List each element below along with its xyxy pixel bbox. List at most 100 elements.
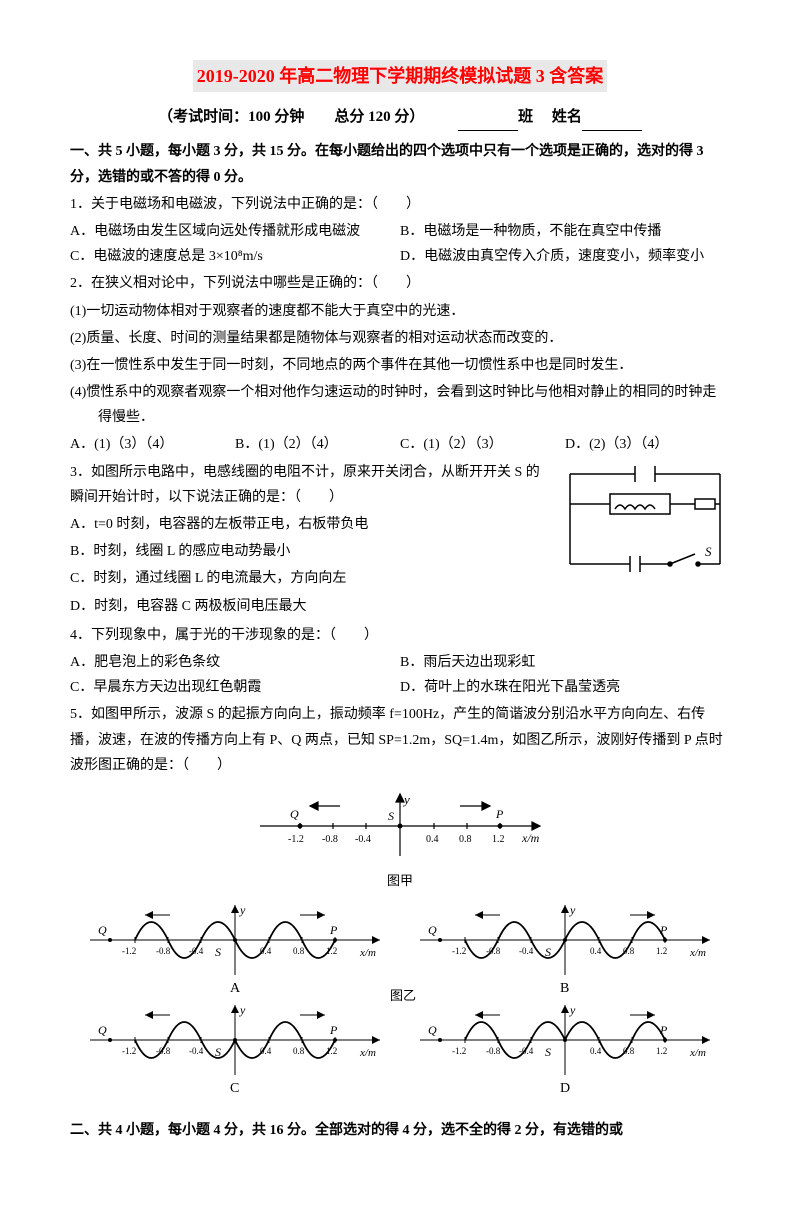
figure-jia-caption: 图甲 bbox=[70, 869, 730, 892]
exam-info: （考试时间：100 分钟 总分 120 分） 班 姓名 bbox=[70, 104, 730, 131]
svg-text:S: S bbox=[545, 1045, 551, 1059]
svg-text:P: P bbox=[329, 1023, 338, 1037]
svg-text:P: P bbox=[659, 923, 668, 937]
q5-stem: 5．如图甲所示，波源 S 的起振方向向上，振动频率 f=100Hz，产生的简谐波… bbox=[70, 702, 730, 778]
svg-text:0.8: 0.8 bbox=[623, 946, 635, 956]
svg-text:x/m: x/m bbox=[359, 947, 376, 959]
exam-time: （考试时间：100 分钟 总分 120 分） bbox=[158, 109, 424, 125]
svg-text:S: S bbox=[545, 945, 551, 959]
q4-opt-d: D．荷叶上的水珠在阳光下晶莹透亮 bbox=[400, 675, 730, 700]
svg-text:x/m: x/m bbox=[359, 1047, 376, 1059]
name-label: 姓名 bbox=[552, 109, 582, 125]
svg-text:S: S bbox=[215, 945, 221, 959]
q4-opt-b: B．雨后天边出现彩虹 bbox=[400, 650, 730, 675]
figure-jia-svg: y x/m Q S P -1.2 -0.8 -0.4 0.4 0.8 1.2 bbox=[240, 786, 560, 866]
svg-text:-0.4: -0.4 bbox=[189, 1046, 204, 1056]
svg-text:-1.2: -1.2 bbox=[452, 1046, 466, 1056]
q-label: Q bbox=[290, 807, 299, 821]
svg-text:Q: Q bbox=[428, 923, 437, 937]
svg-text:-0.8: -0.8 bbox=[486, 1046, 501, 1056]
q2-opt-a: A．(1)（3）（4） bbox=[70, 432, 235, 457]
svg-text:x/m: x/m bbox=[689, 1047, 706, 1059]
q2-opt-c: C．(1)（2）（3） bbox=[400, 432, 565, 457]
q1-opt-b: B．电磁场是一种物质，不能在真空中传播 bbox=[400, 219, 730, 244]
q1-stem: 1．关于电磁场和电磁波，下列说法中正确的是：（ ） bbox=[70, 192, 730, 217]
q2-options: A．(1)（3）（4） B．(1)（2）（4） C．(1)（2）（3） D．(2… bbox=[70, 432, 730, 457]
section2-header: 二、共 4 小题，每小题 4 分，共 16 分。全部选对的得 4 分，选不全的得… bbox=[70, 1118, 730, 1143]
q2-stem: 2．在狭义相对论中，下列说法中哪些是正确的：（ ） bbox=[70, 271, 730, 296]
svg-text:0.8: 0.8 bbox=[623, 1046, 635, 1056]
svg-text:Q: Q bbox=[428, 1023, 437, 1037]
circuit-diagram: S bbox=[560, 464, 730, 583]
tick-2: -0.8 bbox=[322, 834, 338, 845]
q1-opt-a: A．电磁场由发生区域向远处传播就形成电磁波 bbox=[70, 219, 400, 244]
q2-opt-b: B．(1)（2）（4） bbox=[235, 432, 400, 457]
svg-text:x/m: x/m bbox=[689, 947, 706, 959]
tick-6: 1.2 bbox=[492, 834, 505, 845]
svg-text:0.8: 0.8 bbox=[293, 1046, 305, 1056]
svg-text:y: y bbox=[239, 903, 246, 917]
q1-options2: C．电磁波的速度总是 3×10⁸m/s D．电磁波由真空传入介质，速度变小，频率… bbox=[70, 244, 730, 269]
svg-text:-0.4: -0.4 bbox=[519, 946, 534, 956]
svg-text:-1.2: -1.2 bbox=[452, 946, 466, 956]
svg-text:1.2: 1.2 bbox=[326, 946, 337, 956]
svg-text:0.4: 0.4 bbox=[590, 946, 602, 956]
svg-text:y: y bbox=[239, 1003, 246, 1017]
opt-c-label: C bbox=[230, 1081, 239, 1096]
switch-label: S bbox=[705, 544, 712, 559]
q1-options: A．电磁场由发生区域向远处传播就形成电磁波 B．电磁场是一种物质，不能在真空中传… bbox=[70, 219, 730, 244]
q2-s1: (1)一切运动物体相对于观察者的速度都不能大于真空中的光速． bbox=[70, 299, 730, 324]
q2-s3: (3)在一惯性系中发生于同一时刻，不同地点的两个事件在其他一切惯性系中也是同时发… bbox=[70, 353, 730, 378]
svg-text:-0.4: -0.4 bbox=[519, 1046, 534, 1056]
q4-options2: C．早晨东方天边出现红色朝霞 D．荷叶上的水珠在阳光下晶莹透亮 bbox=[70, 675, 730, 700]
class-label: 班 bbox=[518, 109, 533, 125]
q4-opt-c: C．早晨东方天边出现红色朝霞 bbox=[70, 675, 400, 700]
q4-opt-a: A．肥皂泡上的彩色条纹 bbox=[70, 650, 400, 675]
tick-5: 0.8 bbox=[459, 834, 472, 845]
svg-text:-0.4: -0.4 bbox=[189, 946, 204, 956]
q2-s2: (2)质量、长度、时间的测量结果都是随物体与观察者的相对运动状态而改变的． bbox=[70, 326, 730, 351]
class-blank bbox=[458, 115, 518, 131]
q2-opt-d: D．(2)（3）（4） bbox=[565, 432, 730, 457]
svg-text:P: P bbox=[329, 923, 338, 937]
svg-text:-0.8: -0.8 bbox=[486, 946, 501, 956]
q4-stem: 4．下列现象中，属于光的干涉现象的是：（ ） bbox=[70, 623, 730, 648]
svg-text:Q: Q bbox=[98, 923, 107, 937]
circuit-svg: S bbox=[560, 464, 730, 574]
svg-text:1.2: 1.2 bbox=[656, 1046, 667, 1056]
svg-text:0.4: 0.4 bbox=[590, 1046, 602, 1056]
svg-text:y: y bbox=[569, 1003, 576, 1017]
s-label: S bbox=[388, 809, 394, 823]
opt-a-label: A bbox=[230, 981, 241, 996]
svg-text:-0.8: -0.8 bbox=[156, 946, 171, 956]
p-label: P bbox=[495, 807, 504, 821]
svg-text:P: P bbox=[659, 1023, 668, 1037]
page-title: 2019-2020 年高二物理下学期期终模拟试题 3 含答案 bbox=[193, 60, 608, 92]
y-axis-label: y bbox=[402, 792, 410, 807]
svg-text:-0.8: -0.8 bbox=[156, 1046, 171, 1056]
svg-text:Q: Q bbox=[98, 1023, 107, 1037]
svg-text:-1.2: -1.2 bbox=[122, 946, 136, 956]
q3-opt-d: D．时刻，电容器 C 两极板间电压最大 bbox=[70, 594, 730, 619]
svg-text:y: y bbox=[569, 903, 576, 917]
name-blank bbox=[582, 115, 642, 131]
svg-text:-1.2: -1.2 bbox=[122, 1046, 136, 1056]
figure-jia: y x/m Q S P -1.2 -0.8 -0.4 0.4 0.8 1.2 图… bbox=[70, 786, 730, 893]
q2-s4: (4)惯性系中的观察者观察一个相对他作匀速运动的时钟时，会看到这时钟比与他相对静… bbox=[70, 380, 730, 430]
svg-text:1.2: 1.2 bbox=[326, 1046, 337, 1056]
tick-1: -1.2 bbox=[288, 834, 304, 845]
opt-b-label: B bbox=[560, 981, 569, 996]
svg-text:1.2: 1.2 bbox=[656, 946, 667, 956]
tick-4: 0.4 bbox=[426, 834, 439, 845]
svg-text:0.8: 0.8 bbox=[293, 946, 305, 956]
q1-opt-d: D．电磁波由真空传入介质，速度变小，频率变小 bbox=[400, 244, 730, 269]
tick-3: -0.4 bbox=[355, 834, 371, 845]
q1-opt-c: C．电磁波的速度总是 3×10⁸m/s bbox=[70, 244, 400, 269]
figure-yi-svg: y x/m Q S P -1.2 -0.8 -0.4 0.4 0.8 1.2 A… bbox=[80, 900, 720, 1100]
svg-text:0.4: 0.4 bbox=[260, 946, 272, 956]
x-axis-label: x/m bbox=[521, 831, 540, 845]
svg-text:S: S bbox=[215, 1045, 221, 1059]
svg-text:0.4: 0.4 bbox=[260, 1046, 272, 1056]
figure-yi: y x/m Q S P -1.2 -0.8 -0.4 0.4 0.8 1.2 A… bbox=[70, 900, 730, 1109]
figure-yi-caption: 图乙 bbox=[390, 988, 416, 1003]
